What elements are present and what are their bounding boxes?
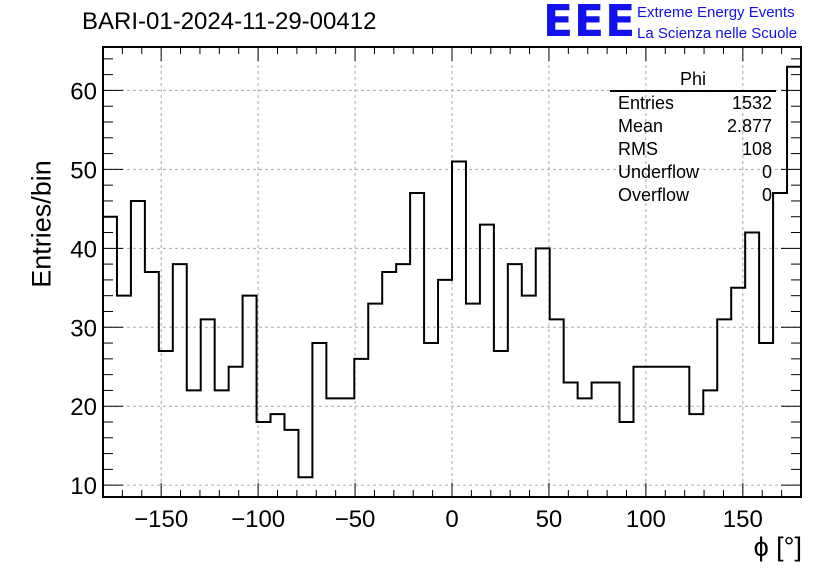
x-tick-label: −100 [231, 506, 285, 533]
stats-value: 0 [761, 185, 772, 205]
x-tick-label: −50 [335, 506, 376, 533]
stats-label: Overflow [618, 185, 690, 205]
y-tick-label: 30 [70, 315, 97, 342]
stats-row-entries: Entries 1532 [610, 92, 776, 115]
stats-value: 1532 [731, 93, 772, 113]
x-tick-label: 0 [445, 506, 458, 533]
y-axis-label: Entries/bin [26, 160, 57, 288]
stats-label: Mean [618, 116, 664, 136]
plot-frame [102, 46, 802, 498]
logo-tagline-1: Extreme Energy Events [637, 4, 795, 21]
stats-row-mean: Mean 2.877 [610, 115, 776, 138]
eee-logo: EEE [543, 0, 637, 47]
tick-labels: −150 −100 −50 0 50 100 150 10 20 30 40 50 60 [70, 78, 763, 533]
stats-label: Entries [618, 93, 675, 113]
logo-tagline-2: La Scienza nelle Scuole [637, 25, 798, 42]
x-tick-label: 150 [723, 506, 763, 533]
stats-label: RMS [618, 139, 658, 159]
x-axis-label: ϕ [°] [753, 532, 802, 562]
stats-label: Underflow [618, 162, 700, 182]
y-tick-label: 50 [70, 157, 97, 184]
plot-title: BARI-01-2024-11-29-00412 [82, 8, 377, 35]
y-tick-label: 40 [70, 236, 97, 263]
y-tick-label: 10 [70, 473, 97, 500]
x-tick-label: 50 [536, 506, 563, 533]
histogram-step-line [103, 65, 801, 479]
stats-box-name: Phi [610, 68, 776, 92]
stats-row-overflow: Overflow 0 [610, 184, 776, 207]
stats-row-underflow: Underflow 0 [610, 161, 776, 184]
x-tick-label: −150 [134, 506, 188, 533]
stats-value: 0 [761, 162, 772, 182]
y-tick-label: 20 [70, 394, 97, 421]
stats-box: Phi Entries 1532 Mean 2.877 RMS 108 Unde… [610, 68, 776, 207]
stats-value: 108 [741, 139, 772, 159]
x-tick-label: 100 [626, 506, 666, 533]
stats-value: 2.877 [726, 116, 772, 136]
y-tick-label: 60 [70, 78, 97, 105]
stats-row-rms: RMS 108 [610, 138, 776, 161]
